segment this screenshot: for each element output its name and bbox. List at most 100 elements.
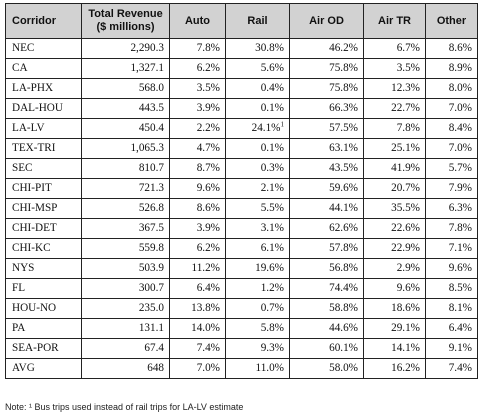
cell-corridor: NYS [5, 258, 82, 279]
cell-total-revenue: 648 [81, 358, 170, 379]
cell-auto-value: 6.2% [196, 62, 220, 74]
cell-air-od: 57.8% [289, 238, 364, 259]
cell-total-revenue: 1,065.3 [81, 138, 170, 159]
cell-total-revenue-value: 450.4 [138, 122, 164, 134]
cell-air-tr-value: 25.1% [391, 142, 420, 154]
header-other: Other [425, 3, 478, 39]
cell-air-od-value: 46.2% [329, 42, 358, 54]
cell-auto-value: 2.2% [196, 122, 220, 134]
cell-rail: 0.1% [225, 138, 290, 159]
cell-auto: 3.5% [169, 78, 226, 99]
cell-air-tr: 35.5% [363, 198, 426, 219]
cell-air-od-value: 59.6% [329, 182, 358, 194]
cell-air-tr-value: 22.6% [391, 222, 420, 234]
cell-auto: 6.2% [169, 238, 226, 259]
cell-rail: 0.7% [225, 298, 290, 319]
cell-air-tr: 22.9% [363, 238, 426, 259]
cell-air-od: 75.8% [289, 58, 364, 79]
cell-air-od-value: 58.0% [329, 362, 358, 374]
cell-air-od-value: 44.6% [329, 322, 358, 334]
cell-other: 9.6% [425, 258, 478, 279]
cell-total-revenue: 450.4 [81, 118, 170, 139]
cell-rail-value: 0.1% [260, 102, 284, 114]
cell-total-revenue-value: 648 [147, 362, 164, 374]
cell-total-revenue-value: 526.8 [138, 202, 164, 214]
table-row: FL 300.7 6.4% 1.2% 74.4% 9.6% 8.5% [5, 278, 478, 299]
cell-total-revenue: 300.7 [81, 278, 170, 299]
cell-corridor-value: CA [12, 62, 28, 74]
cell-corridor: CHI-DET [5, 218, 82, 239]
cell-total-revenue: 526.8 [81, 198, 170, 219]
cell-rail-value: 1.2% [260, 282, 284, 294]
cell-corridor-value: SEA-POR [12, 342, 59, 354]
cell-air-tr: 9.6% [363, 278, 426, 299]
cell-rail-value: 24.1% [251, 122, 281, 134]
cell-corridor: SEC [5, 158, 82, 179]
cell-rail: 5.8% [225, 318, 290, 339]
table-row: DAL-HOU 443.5 3.9% 0.1% 66.3% 22.7% 7.0% [5, 98, 478, 119]
cell-corridor: DAL-HOU [5, 98, 82, 119]
cell-rail-value: 3.1% [260, 222, 284, 234]
cell-other-value: 9.1% [448, 342, 472, 354]
cell-air-tr: 7.8% [363, 118, 426, 139]
cell-other-value: 8.5% [448, 282, 472, 294]
cell-air-od: 46.2% [289, 38, 364, 59]
cell-corridor: CHI-MSP [5, 198, 82, 219]
cell-total-revenue: 131.1 [81, 318, 170, 339]
cell-corridor: SEA-POR [5, 338, 82, 359]
cell-air-tr-value: 16.2% [391, 362, 420, 374]
cell-auto: 6.4% [169, 278, 226, 299]
cell-rail-value: 0.3% [260, 162, 284, 174]
cell-air-tr: 14.1% [363, 338, 426, 359]
table-footnote: Note: ¹ Bus trips used instead of rail t… [5, 402, 244, 412]
cell-corridor-value: LA-PHX [12, 82, 54, 94]
cell-air-od-value: 74.4% [329, 282, 358, 294]
cell-corridor: CA [5, 58, 82, 79]
cell-corridor-value: PA [12, 322, 26, 334]
cell-rail: 0.4% [225, 78, 290, 99]
cell-air-od-value: 62.6% [329, 222, 358, 234]
table-row: CHI-KC 559.8 6.2% 6.1% 57.8% 22.9% 7.1% [5, 238, 478, 259]
cell-air-tr-value: 22.7% [391, 102, 420, 114]
table-header: Corridor Total Revenue ($ millions) Auto… [5, 3, 478, 39]
cell-total-revenue: 810.7 [81, 158, 170, 179]
cell-rail: 5.5% [225, 198, 290, 219]
cell-air-od: 44.1% [289, 198, 364, 219]
cell-other-value: 7.9% [448, 182, 472, 194]
cell-air-tr-value: 22.9% [391, 242, 420, 254]
cell-auto-value: 7.4% [196, 342, 220, 354]
cell-total-revenue-value: 1,065.3 [130, 142, 164, 154]
cell-air-tr-value: 20.7% [391, 182, 420, 194]
cell-corridor-value: CHI-PIT [12, 182, 52, 194]
cell-air-od-value: 75.8% [329, 82, 358, 94]
cell-air-od-value: 66.3% [329, 102, 358, 114]
cell-auto-value: 7.0% [196, 362, 220, 374]
cell-air-od: 43.5% [289, 158, 364, 179]
cell-air-od: 44.6% [289, 318, 364, 339]
cell-rail: 0.1% [225, 98, 290, 119]
cell-other: 7.8% [425, 218, 478, 239]
cell-auto: 7.4% [169, 338, 226, 359]
table-row: CA 1,327.1 6.2% 5.6% 75.8% 3.5% 8.9% [5, 58, 478, 79]
cell-other-value: 8.9% [448, 62, 472, 74]
cell-auto-value: 7.8% [196, 42, 220, 54]
cell-air-od: 63.1% [289, 138, 364, 159]
cell-air-tr: 6.7% [363, 38, 426, 59]
cell-air-od: 57.5% [289, 118, 364, 139]
cell-auto: 3.9% [169, 218, 226, 239]
cell-rail-value: 30.8% [255, 42, 284, 54]
cell-air-tr-value: 12.3% [391, 82, 420, 94]
cell-auto: 6.2% [169, 58, 226, 79]
cell-auto-value: 8.7% [196, 162, 220, 174]
table-row: AVG 648 7.0% 11.0% 58.0% 16.2% 7.4% [5, 358, 478, 379]
cell-auto: 3.9% [169, 98, 226, 119]
cell-total-revenue: 443.5 [81, 98, 170, 119]
cell-other-value: 6.3% [448, 202, 472, 214]
cell-air-od-value: 56.8% [329, 262, 358, 274]
cell-other-value: 8.4% [448, 122, 472, 134]
cell-corridor: FL [5, 278, 82, 299]
table-row: LA-LV 450.4 2.2% 24.1%1 57.5% 7.8% 8.4% [5, 118, 478, 139]
cell-corridor-value: SEC [12, 162, 33, 174]
cell-auto-value: 3.9% [196, 102, 220, 114]
cell-total-revenue: 721.3 [81, 178, 170, 199]
